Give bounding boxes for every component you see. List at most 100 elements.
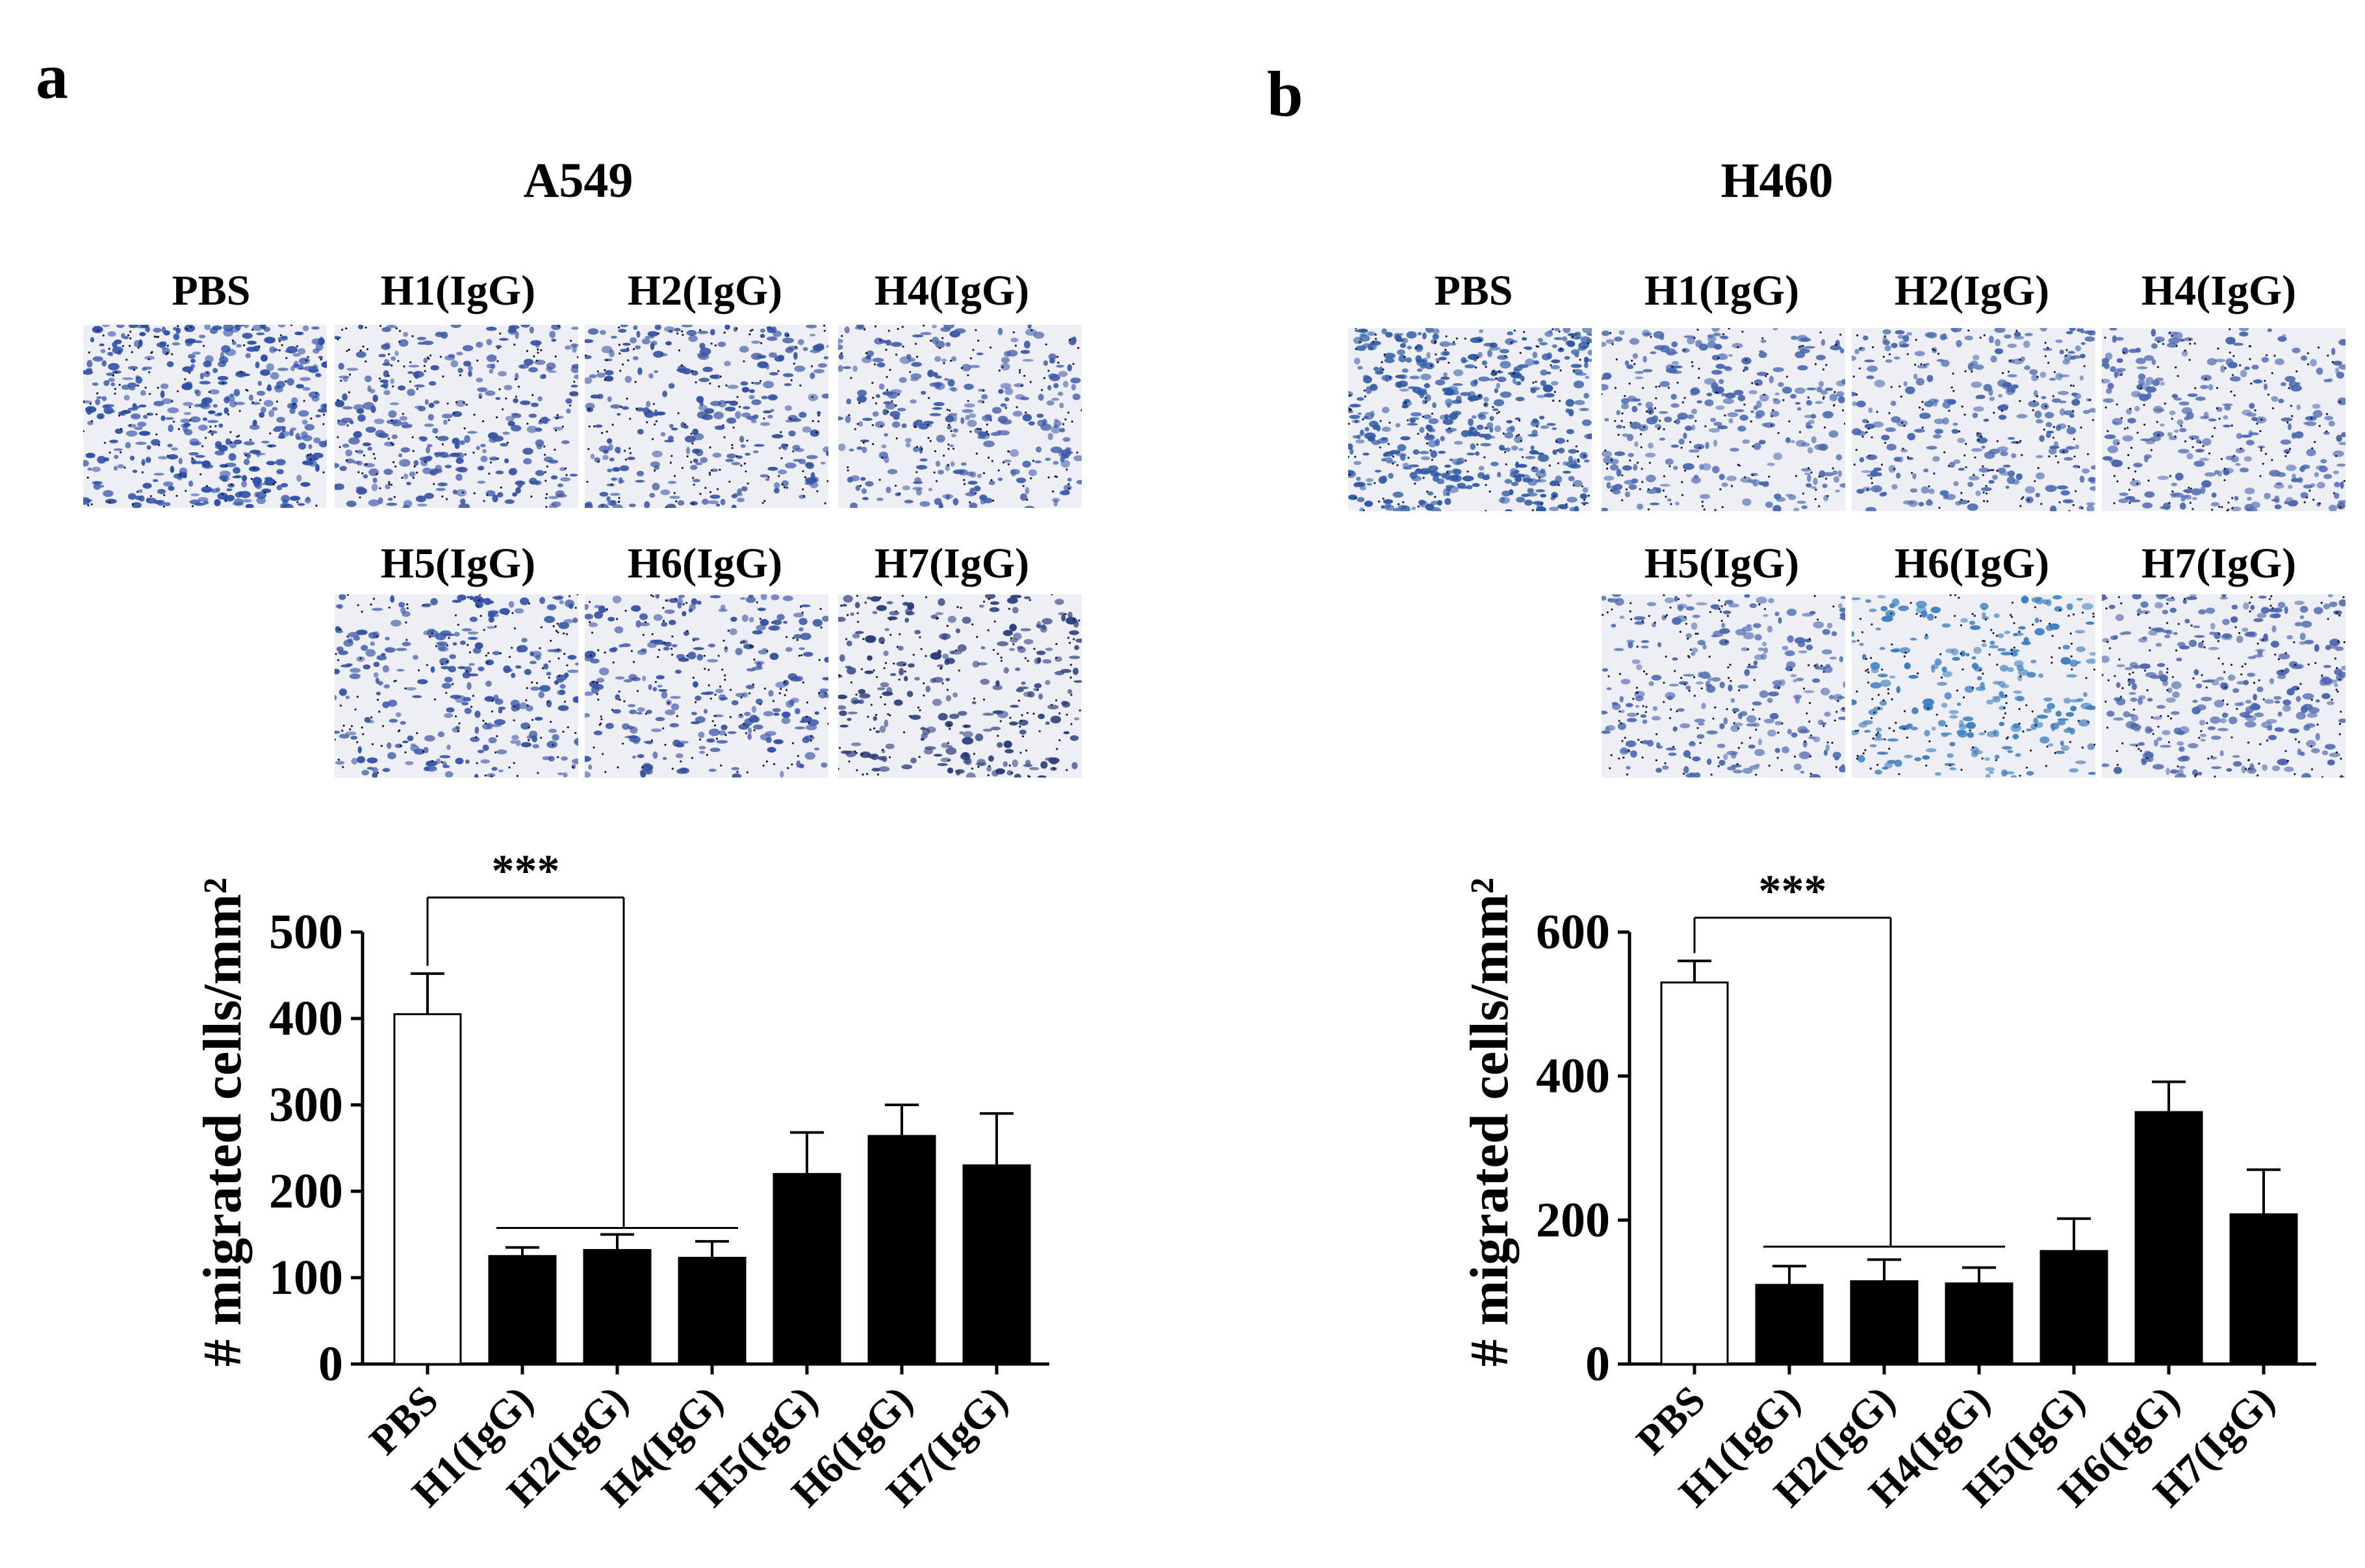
stained-cell [2178,449,2190,454]
membrane-pore [2075,490,2077,492]
membrane-pore [1387,443,1390,446]
membrane-pore [118,383,121,386]
stained-cell [2201,480,2212,488]
stained-cell [437,643,446,651]
stained-cell [1493,399,1505,407]
stained-cell [2246,412,2256,417]
stained-cell [452,600,462,603]
stained-cell [1536,394,1546,398]
membrane-pore [1934,349,1936,351]
membrane-pore [1349,408,1351,411]
membrane-pore [2318,346,2320,349]
membrane-pore [177,325,179,327]
membrane-pore [1893,468,1896,470]
stained-cell [2104,362,2110,370]
stained-cell [454,631,460,637]
stained-cell [488,737,497,744]
stained-cell [1856,431,1866,436]
stained-cell [697,352,708,358]
membrane-pore [1696,455,1699,458]
stained-cell [1490,461,1499,466]
stained-cell [2195,449,2205,453]
stained-cell [1895,330,1905,335]
membrane-pore [1055,642,1058,645]
membrane-pore [1610,459,1613,461]
stained-cell [710,748,721,752]
stained-cell [1565,399,1575,407]
stained-cell [1767,698,1773,703]
stained-cell [671,644,678,648]
membrane-pore [1446,471,1449,474]
stained-cell [661,691,668,699]
stained-cell [2013,336,2025,340]
stained-cell [261,488,272,494]
stained-cell [1409,417,1420,420]
stained-cell [1616,468,1622,477]
membrane-pore [772,700,774,702]
membrane-pore [1974,456,1976,459]
stained-cell [890,342,902,347]
micrograph-image [2102,328,2346,511]
stained-cell [396,668,405,672]
membrane-pore [793,362,795,365]
stained-cell [2160,423,2165,427]
stained-cell [1807,474,1811,483]
stained-cell [160,383,169,389]
stained-cell [455,466,467,472]
stained-cell [559,684,566,689]
stained-cell [1763,422,1776,428]
membrane-pore [2019,359,2021,361]
stained-cell [693,433,704,440]
stained-cell [1587,333,1592,336]
stained-cell [654,465,659,470]
stained-cell [384,342,390,348]
stained-cell [1443,391,1455,396]
stained-cell [866,350,875,357]
membrane-pore [923,694,925,697]
stained-cell [403,473,409,479]
stained-cell [185,338,196,343]
membrane-pore [1691,361,1693,364]
membrane-pore [1681,401,1684,403]
stained-cell [653,614,663,621]
membrane-pore [476,762,478,765]
stained-cell [1553,337,1563,340]
membrane-pore [155,433,158,436]
stained-cell [1506,420,1513,424]
membrane-pore [1866,488,1869,491]
membrane-pore [731,444,734,446]
stained-cell [612,596,622,603]
membrane-pore [992,499,995,502]
stained-cell [585,771,591,778]
membrane-pore [671,635,674,638]
membrane-pore [1041,388,1043,391]
membrane-pore [2193,342,2196,345]
membrane-pore [1761,337,1764,340]
stained-cell [1806,387,1817,390]
membrane-pore [2171,490,2174,493]
stained-cell [997,641,1008,646]
membrane-pore [1602,393,1603,396]
membrane-pore [147,358,150,360]
stained-cell [718,609,728,613]
stained-cell [1621,403,1629,410]
stained-cell [1416,468,1422,472]
membrane-pore [682,603,685,605]
stained-cell [220,470,231,477]
stained-cell [1348,444,1352,450]
membrane-pore [431,760,433,763]
membrane-pore [1633,362,1636,366]
stained-cell [1926,375,1934,383]
stained-cell [1042,618,1053,625]
stained-cell [614,626,624,634]
membrane-pore [1355,420,1358,423]
stained-cell [560,477,571,482]
membrane-pore [1355,348,1357,350]
membrane-pore [761,501,764,504]
stained-cell [1695,340,1703,348]
stained-cell [366,757,378,764]
stained-cell [1424,435,1435,441]
stained-cell [973,485,981,492]
stained-cell [1557,448,1565,454]
stained-cell [1373,366,1379,372]
